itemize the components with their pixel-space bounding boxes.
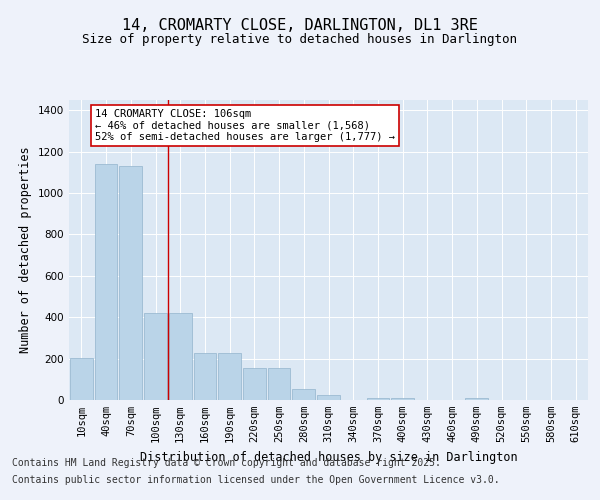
Text: 14, CROMARTY CLOSE, DARLINGTON, DL1 3RE: 14, CROMARTY CLOSE, DARLINGTON, DL1 3RE — [122, 18, 478, 32]
Text: Contains public sector information licensed under the Open Government Licence v3: Contains public sector information licen… — [12, 475, 500, 485]
Bar — [95, 164, 118, 400]
X-axis label: Distribution of detached houses by size in Darlington: Distribution of detached houses by size … — [140, 450, 517, 464]
Bar — [466, 398, 488, 400]
Bar — [169, 313, 191, 400]
Bar — [194, 354, 216, 400]
Bar — [218, 354, 241, 400]
Bar — [70, 358, 93, 400]
Bar — [243, 368, 266, 400]
Bar — [391, 398, 414, 400]
Bar — [144, 313, 167, 400]
Text: 14 CROMARTY CLOSE: 106sqm
← 46% of detached houses are smaller (1,568)
52% of se: 14 CROMARTY CLOSE: 106sqm ← 46% of detac… — [95, 109, 395, 142]
Bar — [119, 166, 142, 400]
Bar — [292, 388, 315, 400]
Text: Contains HM Land Registry data © Crown copyright and database right 2025.: Contains HM Land Registry data © Crown c… — [12, 458, 441, 468]
Y-axis label: Number of detached properties: Number of detached properties — [19, 146, 32, 354]
Bar — [268, 368, 290, 400]
Text: Size of property relative to detached houses in Darlington: Size of property relative to detached ho… — [83, 32, 517, 46]
Bar — [367, 398, 389, 400]
Bar — [317, 395, 340, 400]
